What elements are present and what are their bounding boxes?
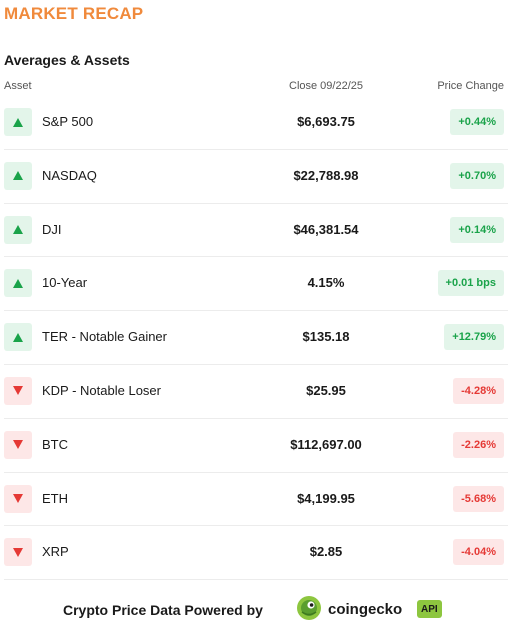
- close-value: $46,381.54: [293, 221, 359, 237]
- table-row: NASDAQ $22,788.98 +0.70%: [4, 150, 508, 204]
- up-arrow-icon: [4, 215, 32, 244]
- price-change-badge: +0.70%: [450, 162, 504, 189]
- table-row: BTC $112,697.00 -2.26%: [4, 419, 508, 473]
- down-arrow-icon: [4, 376, 32, 405]
- close-value: $135.18: [302, 329, 350, 345]
- down-arrow-icon: [4, 484, 32, 513]
- close-value: $25.95: [306, 382, 346, 398]
- asset-name: BTC: [42, 436, 68, 452]
- up-arrow-icon: [4, 108, 32, 136]
- down-arrow-icon: [4, 538, 32, 567]
- table-row: DJI $46,381.54 +0.14%: [4, 204, 508, 258]
- table-row: KDP - Notable Loser $25.95 -4.28%: [4, 365, 508, 419]
- down-arrow-icon: [4, 430, 32, 459]
- price-change-badge: -5.68%: [453, 485, 504, 512]
- asset-name: KDP - Notable Loser: [42, 382, 161, 398]
- table-row: ETH $4,199.95 -5.68%: [4, 473, 508, 527]
- asset-name: 10-Year: [42, 275, 88, 291]
- footer-text: Crypto Price Data Powered by: [63, 602, 263, 618]
- asset-table: S&P 500 $6,693.75 +0.44% NASDAQ $22,788.…: [4, 96, 508, 581]
- price-change-badge: -2.26%: [453, 431, 504, 458]
- asset-name: TER - Notable Gainer: [42, 329, 167, 345]
- header-close: Close 09/22/25: [289, 80, 363, 92]
- price-change-badge: -4.04%: [453, 539, 504, 566]
- coingecko-gecko-icon: [297, 596, 321, 620]
- asset-name: NASDAQ: [42, 167, 97, 183]
- asset-name: S&P 500: [42, 114, 94, 129]
- coingecko-brand: coingecko: [328, 601, 403, 618]
- section-title: Averages & Assets: [4, 52, 130, 68]
- header-asset: Asset: [4, 80, 32, 92]
- asset-name: ETH: [42, 490, 68, 506]
- asset-name: XRP: [42, 544, 69, 560]
- price-change-badge: +0.14%: [450, 216, 504, 243]
- close-value: $6,693.75: [297, 114, 355, 129]
- table-row: XRP $2.85 -4.04%: [4, 526, 508, 581]
- close-value: $22,788.98: [293, 167, 359, 183]
- up-arrow-icon: [4, 161, 32, 190]
- up-arrow-icon: [4, 323, 32, 352]
- asset-name: DJI: [42, 221, 62, 237]
- close-value: $112,697.00: [290, 436, 362, 452]
- close-value: $4,199.95: [297, 490, 355, 506]
- up-arrow-icon: [4, 269, 32, 298]
- table-header: Asset Close 09/22/25 Price Change: [4, 80, 508, 94]
- price-change-badge: +0.01 bps: [437, 270, 504, 297]
- footer: Crypto Price Data Powered by coingecko A…: [0, 594, 508, 620]
- close-value: $2.85: [309, 544, 343, 560]
- price-change-badge: +12.79%: [444, 324, 504, 351]
- page-title: MARKET RECAP: [4, 4, 144, 23]
- table-row: TER - Notable Gainer $135.18 +12.79%: [4, 311, 508, 365]
- table-row: S&P 500 $6,693.75 +0.44%: [4, 96, 508, 150]
- header-price-change: Price Change: [437, 80, 504, 92]
- api-badge: API: [417, 600, 442, 618]
- table-row: 10-Year 4.15% +0.01 bps: [4, 257, 508, 312]
- price-change-badge: -4.28%: [453, 377, 504, 404]
- price-change-badge: +0.44%: [450, 109, 504, 135]
- close-value: 4.15%: [307, 275, 345, 291]
